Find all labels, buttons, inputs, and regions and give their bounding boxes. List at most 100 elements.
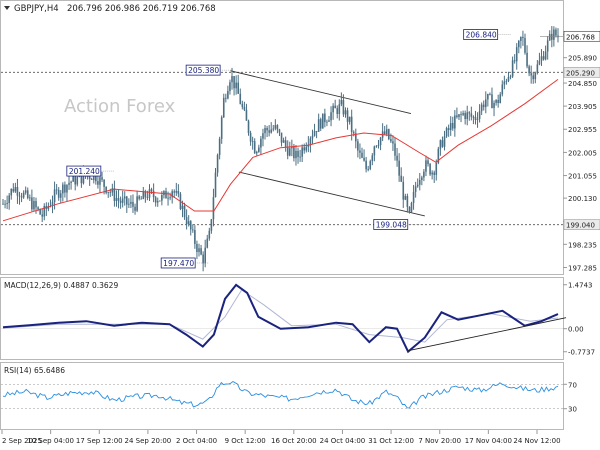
candle-body (187, 221, 190, 225)
candle-body (86, 176, 89, 177)
candle-body (189, 221, 192, 230)
candle-body (264, 128, 266, 134)
candle-body (534, 72, 537, 80)
candle-body (449, 122, 452, 130)
candle-body (517, 40, 520, 48)
last-price-marker: 206.768 (540, 30, 600, 42)
candle-body (542, 56, 545, 60)
x-tick-label: 9 Oct 12:00 (225, 437, 266, 445)
watermark: Action Forex (64, 96, 176, 117)
candle-body (352, 132, 355, 134)
level-price-box (563, 67, 600, 78)
candle-body (359, 150, 361, 153)
rsi-y-tick-label: 30 (568, 406, 577, 414)
price-annotation-label: 197.470 (163, 259, 194, 268)
candle-body (439, 140, 442, 149)
candle-body (334, 105, 336, 109)
candle-body (317, 119, 320, 132)
candle-body (400, 175, 402, 182)
candle-body (385, 129, 388, 135)
candle-body (278, 129, 281, 133)
candle-body (526, 52, 528, 67)
candle-body (41, 214, 44, 217)
candle-body (99, 177, 101, 185)
candle-body (218, 138, 221, 155)
candle-body (31, 197, 33, 210)
candle-body (361, 152, 363, 158)
price-panel (0, 0, 564, 275)
candle-body (24, 190, 27, 193)
channel-line (238, 171, 425, 217)
x-tick-label: 24 Nov 12:00 (513, 437, 560, 445)
candle-body (109, 191, 112, 193)
candle-body (175, 191, 178, 193)
candle-body (392, 141, 394, 144)
candle-body (346, 110, 349, 122)
candle-body (443, 136, 446, 147)
candle-body (326, 121, 328, 123)
x-tick-label: 7 Nov 20:00 (418, 437, 461, 445)
candle-body (383, 131, 386, 135)
last-price-box (563, 30, 600, 42)
candle-body (198, 248, 200, 252)
last-price-label: 206.768 (566, 33, 595, 41)
candle-body (12, 188, 15, 192)
candle-body (484, 99, 487, 108)
candle-body (107, 191, 110, 193)
candle-body (225, 97, 227, 99)
candle-body (321, 113, 324, 129)
candle-body (495, 99, 497, 103)
candle-body (192, 229, 194, 231)
candle-body (206, 238, 209, 248)
candle-body (76, 176, 79, 185)
candle-body (35, 201, 37, 208)
candle-body (134, 206, 136, 211)
candle-body (319, 119, 322, 129)
level-price-label: 199.040 (566, 222, 595, 230)
candle-body (200, 248, 202, 255)
candle-body (522, 36, 524, 39)
candle-body (156, 200, 159, 203)
candle-body (286, 147, 289, 156)
candle-body (132, 201, 134, 207)
candle-body (214, 172, 217, 198)
candle-body (115, 198, 118, 201)
candle-body (332, 105, 334, 113)
candle-body (229, 82, 231, 91)
candle-body (177, 191, 180, 194)
candle-body (130, 201, 132, 204)
price-annotation-label: 206.840 (466, 31, 497, 40)
candle-body (138, 196, 140, 199)
candle-body (357, 141, 359, 151)
candle-body (404, 196, 407, 200)
candle-body (416, 184, 419, 187)
candle-body (68, 182, 70, 185)
candle-body (350, 116, 353, 133)
candle-body (423, 171, 425, 178)
candle-body (233, 76, 235, 89)
candle-body (227, 90, 229, 99)
candle-body (336, 108, 339, 115)
candle-body (241, 103, 244, 107)
dropdown-triangle-icon[interactable] (4, 6, 10, 10)
candle-body (340, 100, 343, 105)
price-annotation-label: 205.380 (188, 66, 219, 75)
candle-body (181, 205, 184, 209)
candle-body (161, 195, 163, 201)
candle-body (371, 155, 374, 162)
candle-body (394, 143, 396, 156)
macd-signal-line (2, 289, 559, 343)
channel-lines (230, 70, 425, 217)
candle-body (427, 160, 429, 165)
candle-body (431, 172, 433, 175)
rsi-line (2, 380, 559, 409)
candle-body (26, 190, 29, 199)
candle-body (355, 133, 357, 142)
candle-body (402, 181, 405, 200)
candle-body (295, 150, 297, 159)
candle-body (538, 60, 541, 65)
candle-body (297, 150, 299, 158)
candle-body (159, 200, 161, 202)
candle-body (276, 125, 279, 130)
